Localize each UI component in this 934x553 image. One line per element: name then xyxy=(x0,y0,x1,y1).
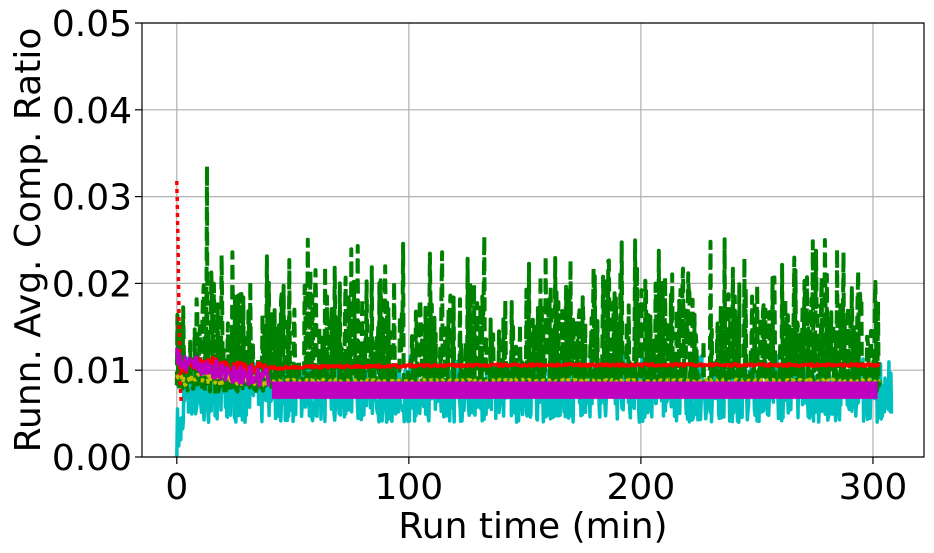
series-line-5-band xyxy=(271,381,878,399)
series-line-1 xyxy=(174,164,882,394)
y-tick-label: 0.00 xyxy=(52,438,132,479)
series-line-3 xyxy=(175,180,184,406)
series-line-2 xyxy=(175,355,881,380)
x-tick-label: 300 xyxy=(839,467,908,508)
x-tick-label: 100 xyxy=(374,467,443,508)
axis-ticks: 0 100 200 300 0.00 0.01 0.02 0.03 0.04 0.05 xyxy=(52,4,907,508)
y-tick-label: 0.02 xyxy=(52,264,132,305)
series-layer xyxy=(174,164,894,458)
y-axis-label: Runn. Avg. Comp. Ratio xyxy=(8,28,49,453)
x-tick-label: 0 xyxy=(165,467,188,508)
series-line-4 xyxy=(175,370,882,388)
y-tick-label: 0.05 xyxy=(52,4,132,45)
x-axis-label: Run time (min) xyxy=(398,506,667,547)
y-tick-label: 0.01 xyxy=(52,351,132,392)
series-line-5 xyxy=(175,347,272,388)
y-tick-label: 0.04 xyxy=(52,91,132,132)
y-tick-label: 0.03 xyxy=(52,178,132,219)
plot-area-frame xyxy=(141,22,925,458)
x-tick-label: 200 xyxy=(607,467,676,508)
